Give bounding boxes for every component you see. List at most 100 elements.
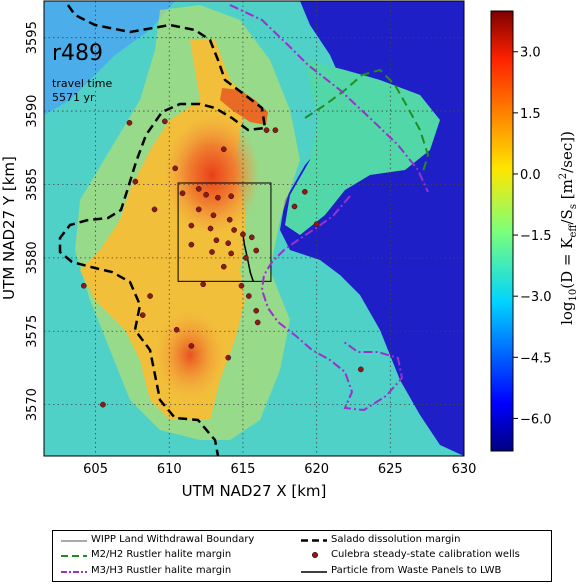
calibration-well	[207, 225, 214, 232]
colorbar-tick-label: 1.5	[520, 107, 541, 122]
calibration-well	[228, 193, 235, 200]
calibration-well	[253, 247, 260, 254]
plot-frame	[43, 0, 465, 457]
calibration-well	[80, 282, 87, 289]
calibration-well	[172, 165, 179, 172]
mid-east-lobe	[285, 60, 440, 235]
calibration-well	[132, 178, 139, 185]
wipp-land-withdrawal-boundary	[177, 182, 272, 282]
calibration-well	[248, 234, 255, 241]
calibration-well	[203, 191, 209, 198]
calibration-well	[173, 326, 180, 333]
salado-legend-swatch	[301, 539, 327, 542]
travel-time-value: 5571 yr	[52, 91, 95, 104]
x-tick-label: 615	[231, 462, 256, 477]
low-diffusivity-nw	[44, 1, 175, 115]
colorbar-tick-label: −1.5	[520, 229, 552, 244]
legend-wells: Culebra steady-state calibration wells	[331, 549, 520, 560]
calibration-well	[220, 263, 227, 270]
y-tick-label: 3570	[25, 388, 40, 421]
x-tick-label: 630	[452, 462, 477, 477]
x-axis-label: UTM NAD27 X [km]	[182, 482, 327, 500]
calibration-well	[313, 221, 320, 227]
calibration-well	[357, 366, 364, 373]
colorbar-tick-label: 0.0	[520, 168, 541, 183]
calibration-well	[195, 186, 202, 192]
calibration-well	[301, 188, 308, 195]
calibration-well	[226, 216, 233, 223]
calibration-well	[188, 222, 195, 229]
x-tick-label: 610	[157, 462, 182, 477]
calibration-well	[245, 293, 252, 299]
calibration-well	[200, 281, 207, 288]
y-tick-label: 3595	[25, 21, 40, 54]
m2h2-halite-margin	[304, 68, 430, 176]
calibration-well	[291, 203, 298, 210]
calibration-well	[213, 237, 220, 244]
legend-m2h2: M2/H2 Rustler halite margin	[91, 549, 232, 560]
calibration-well	[225, 240, 232, 247]
wipp-legend-swatch	[61, 540, 87, 542]
calibration-well	[254, 319, 261, 326]
x-tick-label: 620	[304, 462, 329, 477]
y-tick-label: 3590	[25, 95, 40, 128]
legend-salado: Salado dissolution margin	[331, 534, 461, 545]
calibration-well	[228, 250, 235, 257]
calibration-well	[225, 354, 232, 361]
high-diffusivity-core	[164, 115, 260, 235]
m3h3-halite-margin	[229, 4, 429, 412]
calibration-well	[147, 293, 153, 299]
calibration-well	[272, 127, 279, 134]
legend: WIPP Land Withdrawal Boundary M2/H2 Rust…	[52, 530, 552, 582]
realization-label: r489	[52, 41, 103, 66]
north-high-channel	[220, 88, 268, 125]
legend-wipp: WIPP Land Withdrawal Boundary	[91, 534, 255, 545]
colorbar-tick-label: −4.5	[520, 351, 552, 366]
colorbar-tick-label: 3.0	[520, 46, 541, 61]
calibration-well	[210, 212, 217, 219]
y-tick-label: 3575	[25, 315, 40, 348]
colorbar-label: log10(D = Keff/Ss [m2/sec])	[558, 131, 578, 325]
calibration-well	[139, 312, 146, 318]
legend-particle: Particle from Waste Panels to LWB	[331, 565, 502, 576]
calibration-well	[238, 282, 245, 289]
x-tick-label: 625	[378, 462, 403, 477]
colorbar	[490, 10, 514, 452]
calibration-well	[100, 401, 106, 408]
calibration-well	[179, 190, 186, 197]
calibration-well	[209, 249, 215, 255]
colorbar-tick-label: −6.0	[520, 412, 552, 427]
colorbar-tick-label: −3.0	[520, 290, 552, 305]
particle-legend-swatch	[301, 571, 327, 573]
calibration-well	[188, 241, 195, 248]
calibration-wells	[80, 118, 364, 408]
calibration-well	[161, 118, 168, 125]
salado-dissolution-margin	[58, 4, 267, 456]
x-tick-label: 605	[83, 462, 108, 477]
calibration-well	[243, 255, 249, 261]
calibration-well	[126, 119, 133, 126]
y-tick-label: 3580	[25, 241, 40, 274]
south-high-core	[155, 310, 225, 400]
wells-legend-swatch	[311, 551, 319, 559]
calibration-well	[188, 343, 195, 349]
m2h2-legend-swatch	[61, 555, 87, 557]
travel-time-label: travel time	[52, 77, 112, 90]
plot-area	[44, 1, 464, 456]
y-tick-label: 3585	[25, 168, 40, 201]
calibration-well	[195, 206, 202, 213]
x-tick-labels: 605 610 615 620 625 630	[83, 462, 476, 477]
calibration-well	[263, 127, 270, 134]
calibration-well	[240, 231, 246, 238]
calibration-well	[220, 146, 227, 153]
colorbar-ticks: 3.0 1.5 0.0 −1.5 −3.0 −4.5 −6.0	[513, 46, 552, 427]
y-tick-labels: 3570 3575 3580 3585 3590 3595	[25, 21, 40, 421]
calibration-well	[253, 307, 260, 314]
calibration-well	[215, 194, 221, 201]
m3h3-legend-swatch	[61, 571, 87, 573]
y-axis-label: UTM NAD27 Y [km]	[0, 156, 18, 300]
grid	[44, 1, 464, 456]
legend-m3h3: M3/H3 Rustler halite margin	[91, 565, 232, 576]
calibration-well	[151, 206, 158, 213]
